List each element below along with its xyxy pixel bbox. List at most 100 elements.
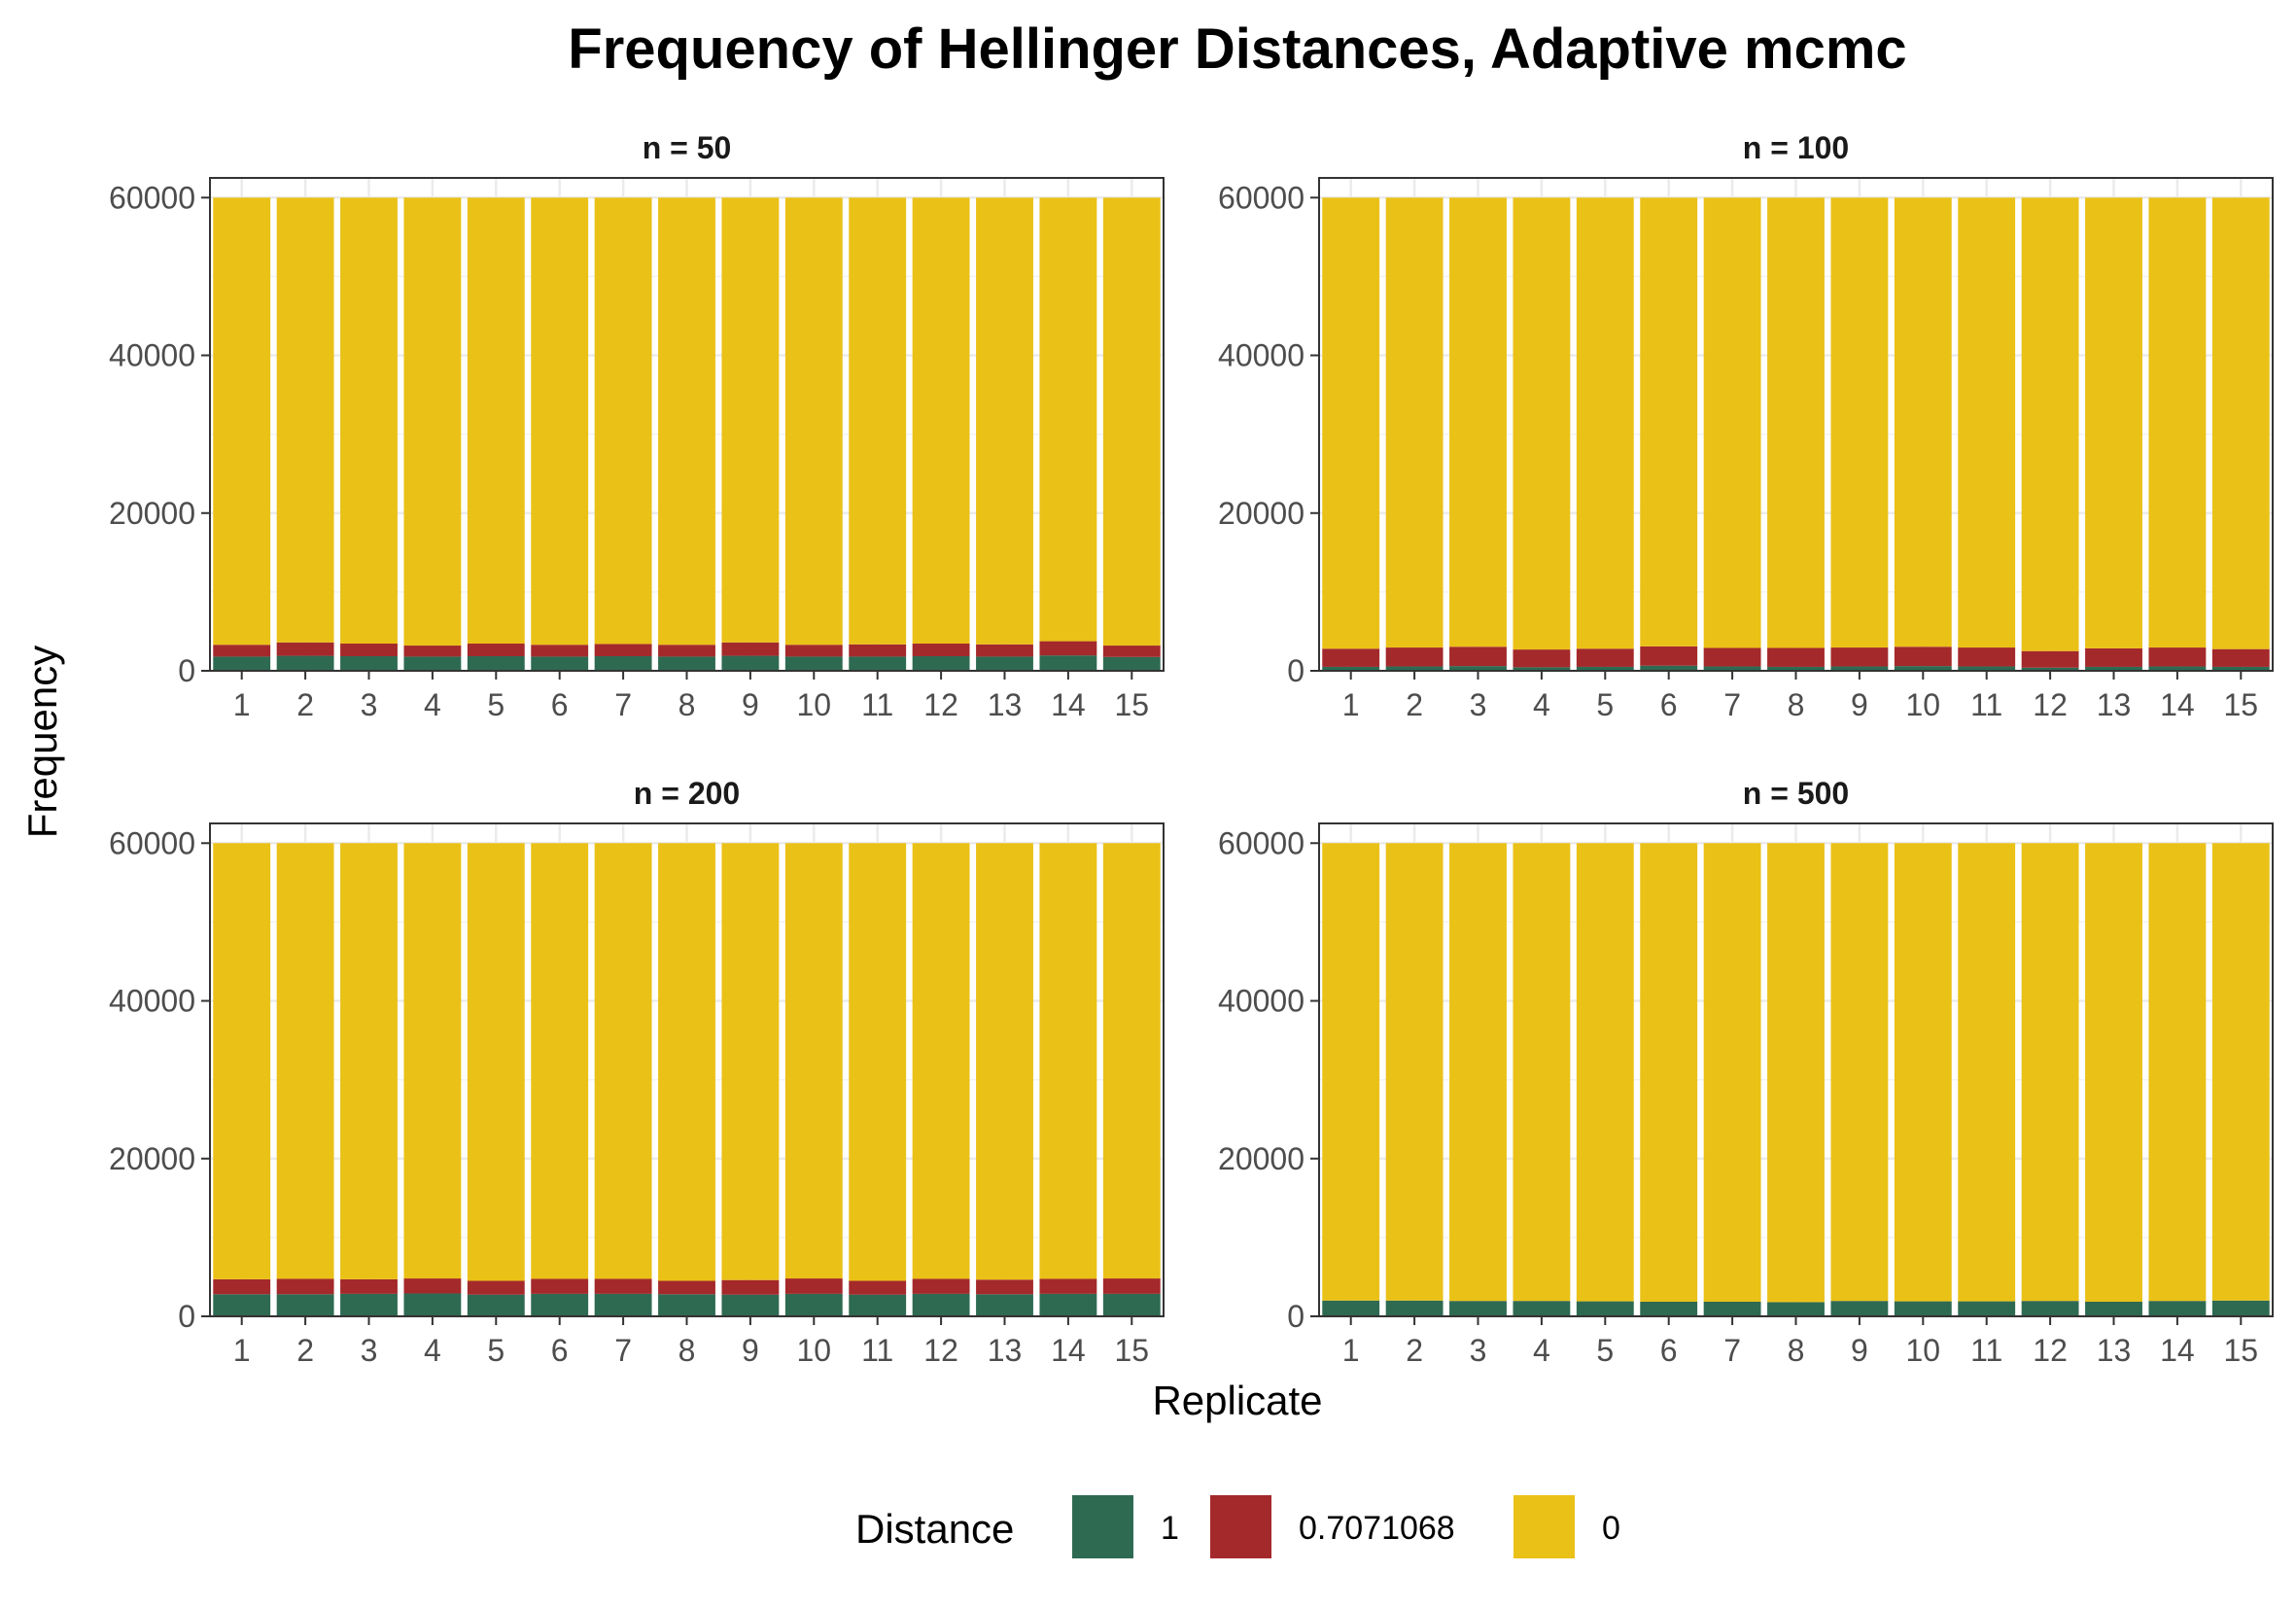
bar-segment-replicate-11-distance-0 [849,197,907,645]
bar-segment-replicate-10-distance-0.7071068 [1894,646,1952,667]
y-tick-label: 0 [1287,1299,1305,1334]
bar-segment-replicate-5-distance-1 [467,655,525,671]
bar-segment-replicate-1-distance-0.7071068 [213,1278,271,1295]
x-tick-label: 3 [1470,1333,1487,1368]
bar-segment-replicate-9-distance-0.7071068 [1830,647,1889,667]
bar-segment-replicate-10-distance-0 [1894,197,1952,647]
x-tick-label: 9 [742,687,759,722]
bar-segment-replicate-14-distance-0 [1039,843,1097,1279]
bar-segment-replicate-12-distance-0 [912,843,970,1279]
bar-segment-replicate-7-distance-0.7071068 [594,1278,652,1294]
y-tick-label: 40000 [109,338,195,373]
bar-segment-replicate-6-distance-0 [1640,197,1698,646]
bar-segment-replicate-13-distance-0.7071068 [976,644,1033,657]
bar-segment-replicate-5-distance-1 [467,1294,525,1316]
x-tick-label: 15 [1115,1333,1150,1368]
bar-segment-replicate-5-distance-0 [467,197,525,645]
panel-strip-label: n = 50 [643,130,732,165]
bar-segment-replicate-4-distance-1 [403,1293,462,1316]
bar-segment-replicate-12-distance-0 [912,197,970,645]
x-tick-label: 4 [1533,1333,1550,1368]
x-tick-label: 11 [861,687,893,722]
legend-key [1210,1495,1271,1558]
legend-label: 0.7071068 [1299,1510,1455,1547]
x-tick-label: 10 [1906,687,1941,722]
bar-segment-replicate-13-distance-0 [2085,197,2142,648]
bar-segment-replicate-9-distance-0 [721,843,780,1280]
x-tick-label: 2 [1406,687,1423,722]
bar-segment-replicate-6-distance-1 [531,1293,589,1316]
y-tick-label: 60000 [109,180,195,215]
x-tick-label: 14 [2160,687,2195,722]
bar-segment-replicate-15-distance-0.7071068 [2211,648,2270,667]
x-tick-label: 9 [1851,1333,1868,1368]
legend-key [1513,1495,1575,1558]
bar-segment-replicate-5-distance-0 [1576,843,1634,1302]
legend-item-3: 0 [1513,1495,1620,1558]
y-tick-label: 60000 [1218,180,1305,215]
bar-segment-replicate-10-distance-0 [784,197,843,646]
bar-segment-replicate-5-distance-0.7071068 [467,644,525,656]
x-tick-label: 1 [233,1333,251,1368]
bar-segment-replicate-13-distance-0 [976,843,1033,1280]
bar-segment-replicate-8-distance-1 [1767,1302,1825,1316]
x-tick-label: 14 [2160,1333,2195,1368]
bar-segment-replicate-13-distance-0.7071068 [976,1279,1033,1295]
bar-segment-replicate-11-distance-0 [1958,843,2016,1302]
bar-segment-replicate-2-distance-0 [1385,197,1444,648]
y-tick-label: 0 [178,653,195,688]
x-tick-label: 7 [614,687,632,722]
x-tick-label: 6 [551,1333,569,1368]
bar-segment-replicate-11-distance-0 [849,843,907,1281]
chart-title: Frequency of Hellinger Distances, Adapti… [568,17,1906,81]
bar-segment-replicate-6-distance-0 [531,197,589,646]
x-tick-label: 10 [797,687,832,722]
bar-segment-replicate-11-distance-0.7071068 [1958,647,2016,667]
x-tick-label: 13 [2097,1333,2132,1368]
bar-segment-replicate-8-distance-1 [1767,666,1825,671]
x-tick-label: 12 [2033,687,2068,722]
bar-segment-replicate-10-distance-0.7071068 [784,1278,843,1294]
y-tick-label: 20000 [109,1141,195,1176]
bar-segment-replicate-13-distance-1 [2085,1301,2142,1316]
x-tick-label: 6 [1660,1333,1678,1368]
x-tick-label: 13 [988,1333,1023,1368]
x-tick-label: 1 [1342,687,1360,722]
bar-segment-replicate-15-distance-1 [1102,1293,1161,1316]
x-tick-label: 1 [233,687,251,722]
bar-segment-replicate-10-distance-0 [1894,843,1952,1302]
bar-segment-replicate-9-distance-0 [1830,197,1889,648]
bar-segment-replicate-9-distance-0.7071068 [721,1279,780,1295]
bar-segment-replicate-4-distance-0 [403,197,462,646]
bar-segment-replicate-2-distance-0.7071068 [1385,647,1444,667]
bar-segment-replicate-5-distance-0 [1576,197,1634,649]
bar-segment-replicate-9-distance-0.7071068 [721,642,780,656]
bar-segment-replicate-15-distance-1 [1102,656,1161,671]
x-tick-label: 7 [1723,1333,1741,1368]
bar-segment-replicate-8-distance-0 [1767,197,1825,648]
bar-segment-replicate-7-distance-1 [594,1293,652,1316]
bar-segment-replicate-8-distance-0 [658,197,715,646]
x-tick-label: 2 [1406,1333,1423,1368]
y-tick-label: 40000 [1218,338,1305,373]
x-tick-label: 12 [923,1333,958,1368]
x-tick-label: 4 [424,687,441,722]
bar-segment-replicate-4-distance-0.7071068 [403,1278,462,1294]
bar-segment-replicate-12-distance-0 [2021,197,2079,651]
bar-segment-replicate-14-distance-0 [1039,197,1097,642]
bar-segment-replicate-3-distance-0 [340,197,398,645]
y-tick-label: 20000 [1218,496,1305,531]
legend-title: Distance [855,1506,1014,1552]
bar-segment-replicate-2-distance-0 [1385,843,1444,1301]
bar-segment-replicate-14-distance-1 [1039,655,1097,671]
bar-segment-replicate-1-distance-1 [213,1294,271,1316]
x-tick-label: 13 [988,687,1023,722]
bar-segment-replicate-8-distance-0.7071068 [658,645,715,657]
panel-strip-label: n = 200 [634,776,740,811]
bar-segment-replicate-5-distance-0 [467,843,525,1281]
bar-segment-replicate-9-distance-1 [1830,1301,1889,1316]
bar-segment-replicate-15-distance-0.7071068 [1102,646,1161,657]
bar-segment-replicate-14-distance-0 [2148,843,2207,1302]
bar-segment-replicate-3-distance-1 [1449,1301,1507,1316]
